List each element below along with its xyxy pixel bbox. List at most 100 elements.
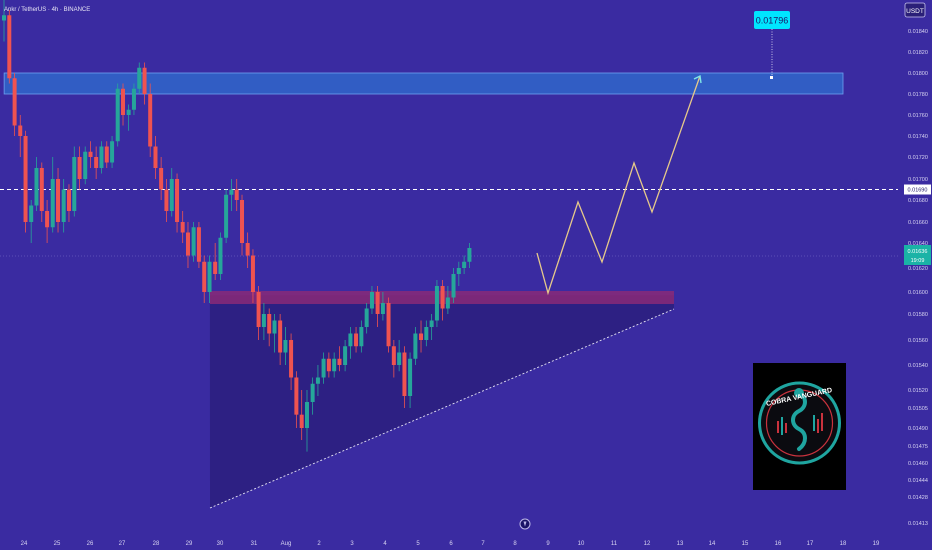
candle xyxy=(39,162,44,222)
target-badge-label: 0.01796 xyxy=(756,16,789,26)
candle xyxy=(224,189,229,243)
logo-candles-icon xyxy=(777,413,823,435)
y-tick-label: 0.01680 xyxy=(908,198,928,204)
x-tick-label: 4 xyxy=(383,541,387,547)
candle xyxy=(56,168,61,233)
candle xyxy=(283,327,288,365)
candle xyxy=(397,340,402,372)
price-axis[interactable] xyxy=(898,0,932,550)
candle xyxy=(413,327,418,365)
level-badge: 0.01690 xyxy=(904,184,931,195)
x-tick-label: Aug xyxy=(281,541,292,547)
candle xyxy=(386,297,391,353)
y-tick-label: 0.01428 xyxy=(908,495,928,501)
candle xyxy=(451,268,456,303)
candle xyxy=(29,200,34,243)
x-tick-label: 3 xyxy=(350,541,354,547)
candle xyxy=(12,73,17,136)
candle xyxy=(310,377,315,415)
x-tick-label: 8 xyxy=(513,541,517,547)
candle xyxy=(126,104,131,131)
y-tick-label: 0.01600 xyxy=(908,290,928,296)
candle xyxy=(267,308,272,347)
ascending-trendline xyxy=(209,308,675,509)
y-tick-label: 0.01413 xyxy=(908,521,928,527)
y-tick-label: 0.01640 xyxy=(908,241,928,247)
candle xyxy=(72,146,77,217)
x-tick-label: 29 xyxy=(186,541,193,547)
candle xyxy=(245,232,250,268)
candle xyxy=(121,83,126,126)
y-tick-label: 0.01780 xyxy=(908,92,928,98)
candle xyxy=(434,280,439,327)
x-tick-label: 25 xyxy=(54,541,61,547)
candle xyxy=(99,141,104,174)
candle xyxy=(110,136,115,168)
candle xyxy=(462,255,467,274)
candle xyxy=(343,340,348,372)
y-tick-label: 0.01460 xyxy=(908,461,928,467)
currency-badge[interactable]: USDT xyxy=(904,2,926,18)
candle xyxy=(185,222,190,268)
y-tick-label: 0.01505 xyxy=(908,406,928,412)
candle xyxy=(148,83,153,157)
candle xyxy=(250,249,255,303)
candle xyxy=(77,146,82,190)
time-axis[interactable] xyxy=(0,536,898,550)
y-tick-label: 0.01840 xyxy=(908,29,928,35)
candle xyxy=(294,371,299,428)
candle xyxy=(169,168,174,217)
candle xyxy=(321,352,326,384)
resistance-zone xyxy=(3,72,844,95)
candle xyxy=(402,346,407,408)
candle xyxy=(213,243,218,280)
candle xyxy=(315,365,320,396)
candle xyxy=(348,327,353,359)
candle xyxy=(289,333,294,390)
x-tick-label: 17 xyxy=(807,541,814,547)
candle xyxy=(369,286,374,314)
candle xyxy=(278,314,283,365)
candle xyxy=(94,146,99,179)
candle xyxy=(164,179,169,222)
cobra-icon xyxy=(791,391,807,451)
candle xyxy=(354,327,359,353)
y-tick-label: 0.01620 xyxy=(908,266,928,272)
candle xyxy=(380,292,385,321)
candle xyxy=(159,157,164,200)
last-price-badge: 0.01636 19:09 xyxy=(904,245,931,265)
target-point xyxy=(770,76,773,79)
last-price-label: 0.01636 xyxy=(908,249,928,255)
candle xyxy=(180,211,185,243)
candle xyxy=(34,157,39,211)
candle xyxy=(115,83,120,147)
candle xyxy=(142,62,147,105)
candle xyxy=(408,352,413,408)
candle xyxy=(50,157,55,233)
candle xyxy=(359,320,364,353)
triangle-pattern xyxy=(209,295,674,508)
currency-badge-label: USDT xyxy=(906,8,924,15)
x-tick-label: 18 xyxy=(840,541,847,547)
candle xyxy=(131,83,136,115)
candle xyxy=(234,179,239,211)
candle xyxy=(18,115,23,157)
y-tick-label: 0.01444 xyxy=(908,478,928,484)
candle xyxy=(375,286,380,327)
arrow-head-icon xyxy=(693,74,702,84)
x-tick-label: 27 xyxy=(119,541,126,547)
x-tick-label: 11 xyxy=(611,541,618,547)
y-tick-label: 0.01475 xyxy=(908,444,928,450)
candle xyxy=(23,130,28,233)
y-tick-label: 0.01800 xyxy=(908,71,928,77)
candle xyxy=(419,320,424,353)
candle xyxy=(440,280,445,321)
x-tick-label: 5 xyxy=(416,541,420,547)
candle xyxy=(299,390,304,440)
candle xyxy=(456,261,461,286)
y-tick-label: 0.01560 xyxy=(908,338,928,344)
y-tick-label: 0.01720 xyxy=(908,155,928,161)
candle xyxy=(83,146,88,185)
